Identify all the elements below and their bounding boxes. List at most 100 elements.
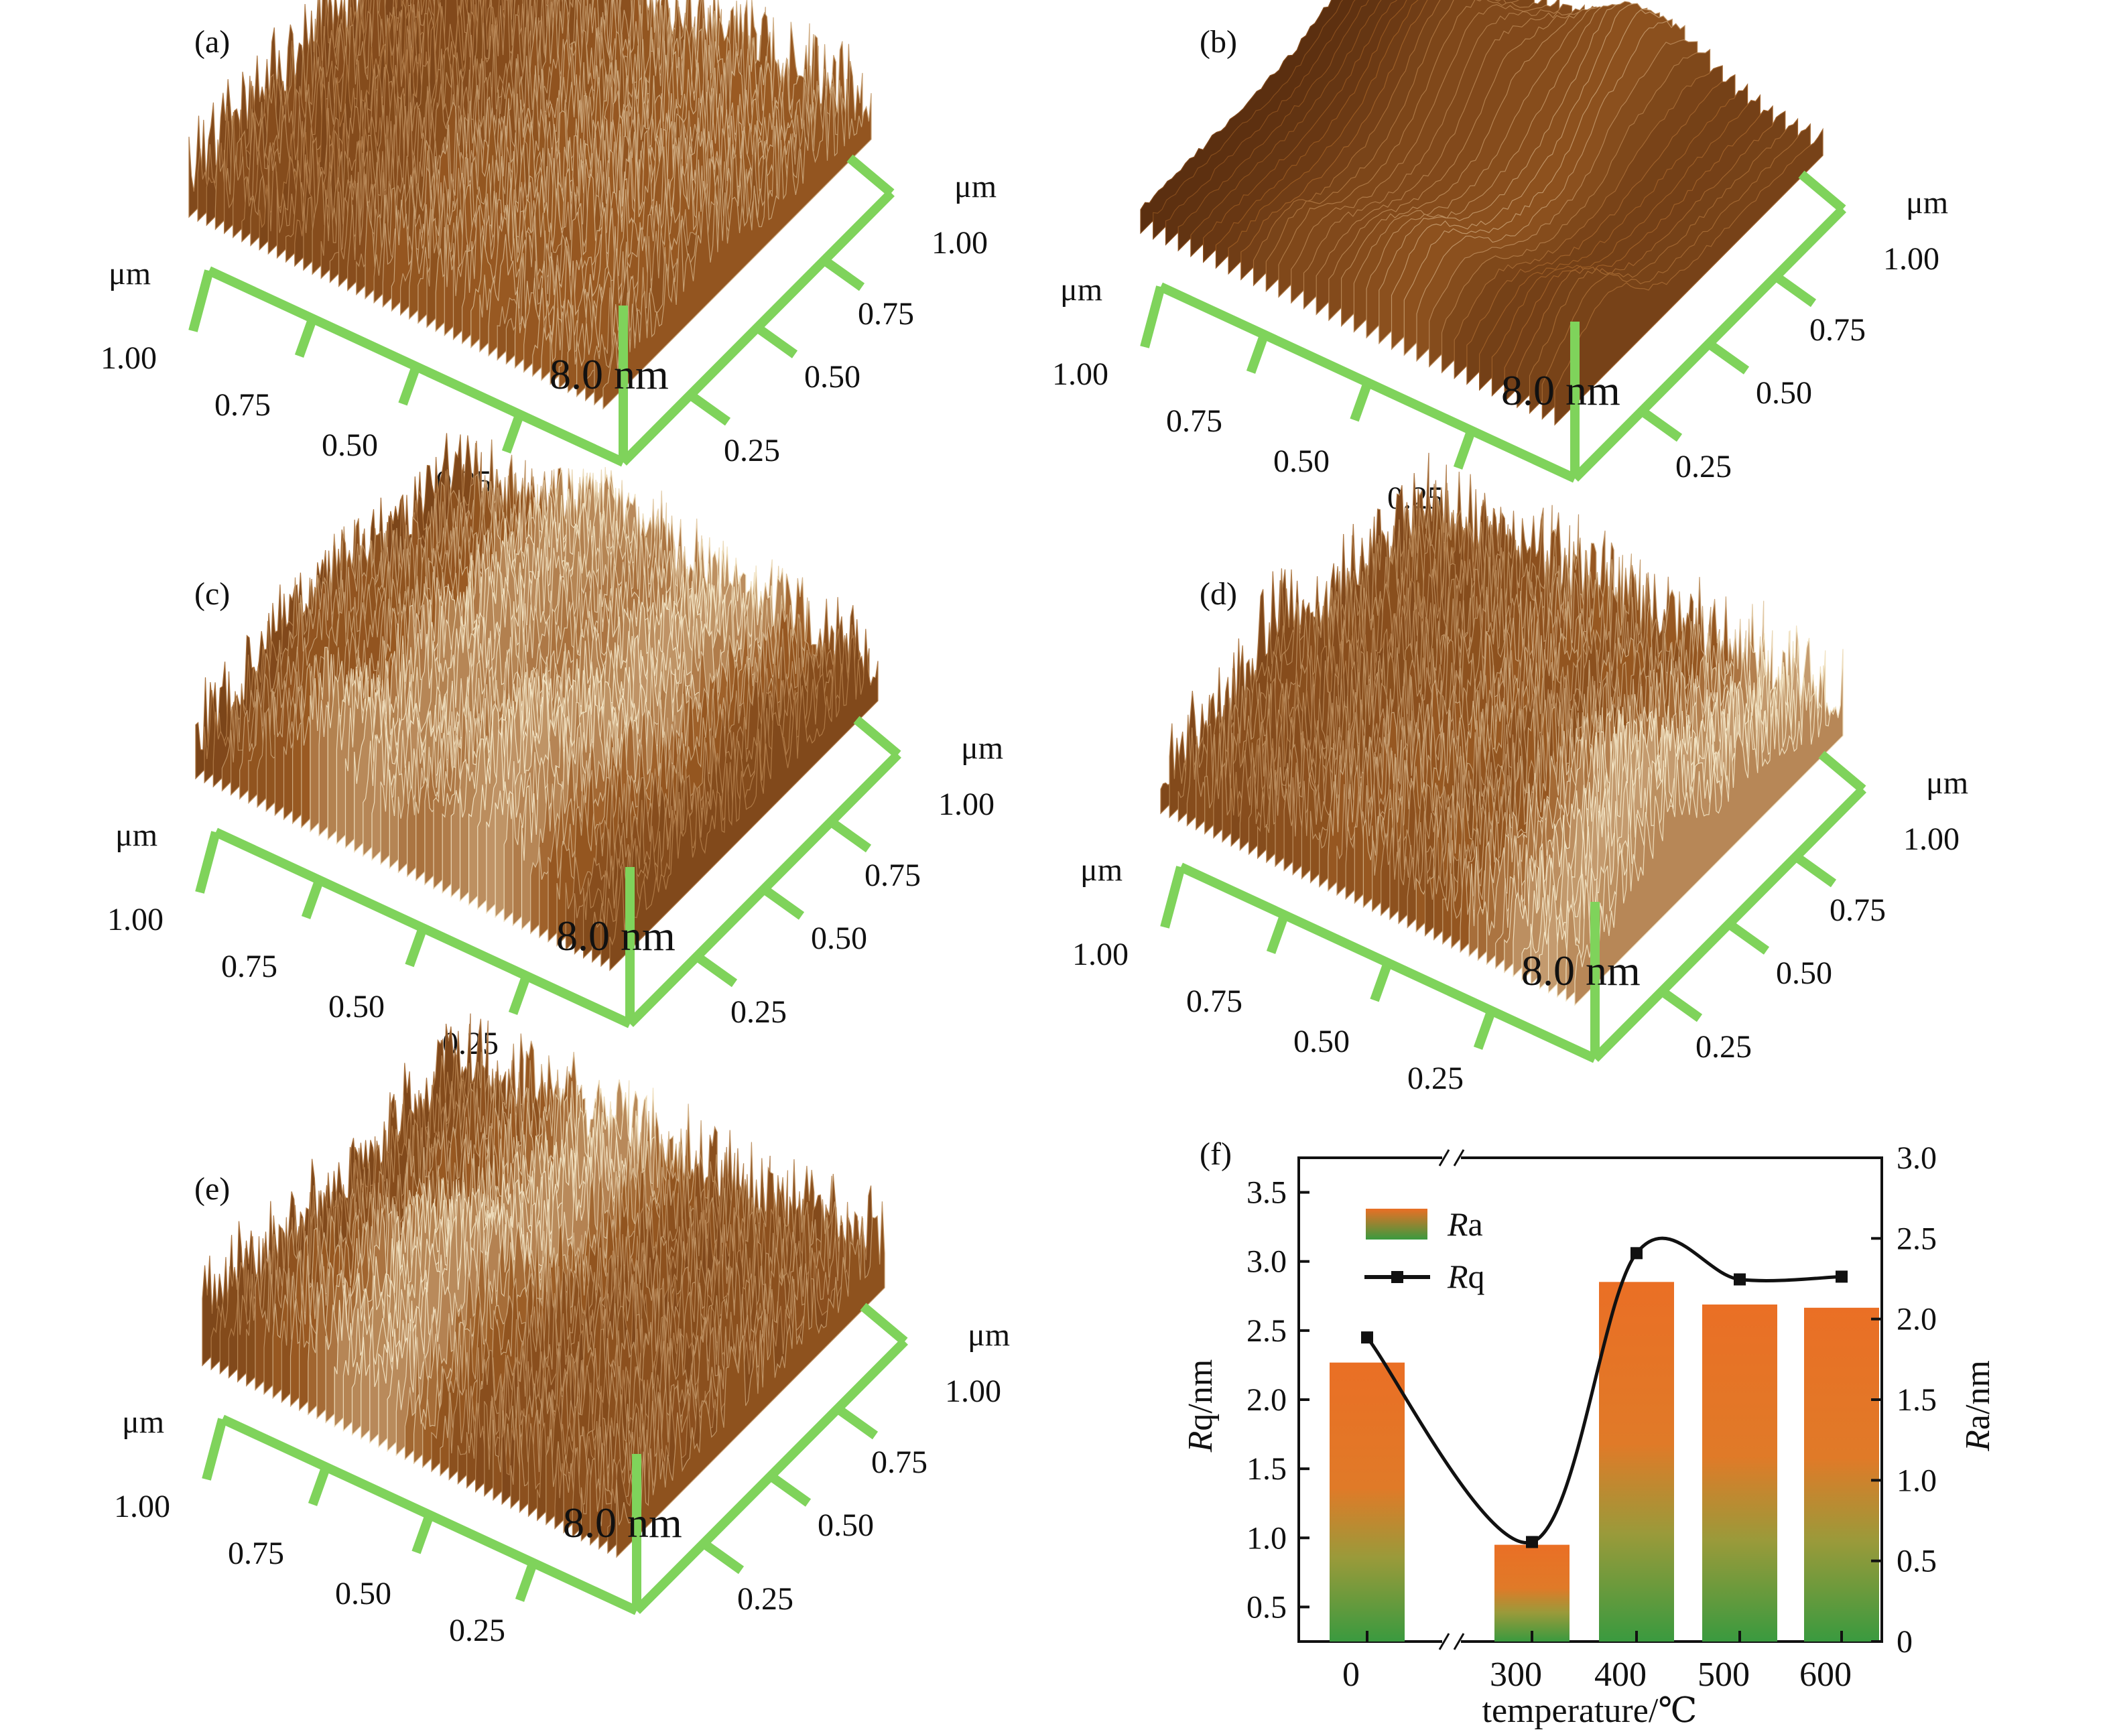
right-unit-label: μm [954, 169, 997, 204]
right-tick-label: 0.75 [1830, 892, 1886, 928]
afm-panel-a: (a) 1.000.750.500.251.000.750.500.25μmμm… [101, 0, 997, 500]
left-tick-label: 2.0 [1246, 1382, 1287, 1418]
left-axis-tick [308, 1465, 331, 1506]
afm-axes: 1.000.750.500.251.000.750.500.25μmμm8.0 … [107, 716, 1003, 1061]
x-tick-label: 300 [1490, 1656, 1542, 1694]
left-tick-label: 0.75 [228, 1536, 284, 1571]
y-axis-right-title: Ra/nm [1959, 1360, 1997, 1452]
axis-break-mark [1453, 1149, 1465, 1166]
left-axis-cap [195, 831, 220, 894]
left-unit-label: μm [115, 817, 157, 853]
afm-surface [202, 1013, 885, 1558]
right-tick-label: 1.00 [1883, 241, 1939, 277]
afm-panel-b: (b) 1.000.750.500.251.000.750.500.25μmμm… [1052, 0, 1948, 516]
z-scale-label: 8.0 nm [1521, 947, 1641, 994]
right-tick-label: 0.75 [1809, 312, 1866, 348]
right-tick-label: 1.0 [1897, 1463, 1937, 1498]
left-axis-tick [508, 974, 531, 1015]
right-axis-cap [846, 154, 895, 197]
afm-panel-e: (e) 1.00 0.75 0.50 0.25 1.00 0.75 0.50 0.25 μm μm… [114, 1013, 1010, 1648]
left-tick-label: 2.5 [1246, 1313, 1287, 1349]
x-tick-label: 500 [1698, 1656, 1750, 1694]
legend-swatch-ra [1366, 1209, 1427, 1240]
right-axis-tick [694, 952, 738, 988]
right-axis-tick [761, 885, 805, 920]
right-tick-label: 0.50 [811, 921, 867, 956]
panel-label: (b) [1200, 24, 1237, 60]
left-tick-label: 0.25 [449, 1613, 505, 1648]
right-tick-label: 0.50 [1776, 955, 1832, 991]
x-tick-label: 0 [1342, 1656, 1360, 1694]
afm-panel-c: (c) 1.00 0.75 0.50 0.25 1.00 0.75 0.50 0.25 μm μm… [107, 433, 1003, 1061]
left-tick-label: 0.5 [1246, 1589, 1287, 1625]
afm-axes: 1.000.750.500.251.000.750.500.25μmμm8.0 … [114, 1303, 1010, 1648]
right-axis-cap [860, 1303, 908, 1345]
left-unit-label: μm [109, 256, 151, 291]
legend-label-ra: Ra [1447, 1205, 1483, 1243]
right-tick-label: 1.00 [938, 787, 995, 822]
bar-ra [1330, 1362, 1405, 1642]
right-tick-label: 0.25 [1675, 449, 1732, 484]
left-axis-cap [1140, 285, 1165, 348]
panel-label: (c) [194, 576, 230, 612]
left-axis-tick [1370, 961, 1393, 1002]
right-axis-tick [1793, 852, 1837, 888]
right-tick-label: 1.00 [1903, 821, 1960, 857]
right-tick-label: 0.25 [1696, 1029, 1752, 1065]
bar-ra [1804, 1307, 1879, 1642]
left-axis-tick [405, 926, 428, 967]
left-unit-label: μm [122, 1404, 164, 1440]
left-tick-label: 3.5 [1246, 1175, 1287, 1211]
right-axis-cap [853, 716, 901, 758]
rq-point [1630, 1247, 1643, 1260]
right-unit-label: μm [1926, 765, 1968, 801]
right-tick-label: 1.5 [1897, 1382, 1937, 1418]
right-axis-tick [1726, 920, 1770, 955]
left-axis-tick [501, 413, 525, 454]
left-tick-label: 1.00 [101, 340, 157, 376]
y-axis-left-title: Rq/nm [1181, 1359, 1220, 1453]
right-tick-label: 0.25 [724, 433, 780, 468]
left-tick-label: 1.00 [1052, 356, 1108, 392]
left-tick-label: 0.50 [322, 427, 378, 463]
rq-point [1734, 1273, 1746, 1286]
left-axis-tick [294, 317, 318, 358]
bars-ra [1330, 1282, 1879, 1642]
right-unit-label: μm [1906, 185, 1948, 220]
left-tick-label: 1.00 [114, 1489, 170, 1524]
left-tick-label: 0.50 [335, 1576, 391, 1611]
left-tick-label: 0.75 [1186, 984, 1242, 1019]
left-tick-label: 0.50 [1273, 444, 1330, 479]
left-axis-tick [515, 1561, 538, 1602]
afm-surface [1160, 452, 1844, 1006]
right-tick-label: 0.25 [737, 1581, 793, 1617]
axis-break-mark [1438, 1149, 1450, 1166]
right-axis-tick [828, 817, 872, 853]
right-tick-label: 0.75 [871, 1445, 927, 1480]
z-scale-label: 8.0 nm [563, 1499, 682, 1546]
afm-axes: 1.000.750.500.251.000.750.500.25μmμm8.0 … [1052, 170, 1948, 516]
right-axis-tick [1706, 340, 1750, 375]
left-unit-label: μm [1060, 272, 1102, 308]
right-tick-label: 0.75 [858, 296, 914, 332]
bar-ra [1599, 1282, 1674, 1642]
left-tick-label: 1.00 [107, 902, 164, 937]
right-tick-label: 2.0 [1897, 1302, 1937, 1337]
left-tick-label: 0.75 [221, 949, 277, 984]
rq-point [1361, 1331, 1373, 1344]
right-axis-tick [754, 324, 798, 358]
left-axis-cap [1160, 866, 1186, 929]
left-tick-label: 1.5 [1246, 1451, 1287, 1487]
z-scale-label: 8.0 nm [556, 912, 676, 959]
rq-point [1836, 1270, 1848, 1283]
right-tick-label: 0.25 [730, 994, 787, 1030]
afm-surface [1140, 0, 1824, 426]
line-rq [1361, 1236, 1848, 1548]
z-scale-label: 8.0 nm [550, 350, 669, 398]
left-axis-tick [1473, 1009, 1496, 1050]
left-tick-label: 1.0 [1246, 1520, 1287, 1556]
legend: Ra Rq [1364, 1205, 1485, 1295]
left-axis-tick [1246, 333, 1269, 374]
left-tick-label: 0.50 [328, 989, 385, 1024]
